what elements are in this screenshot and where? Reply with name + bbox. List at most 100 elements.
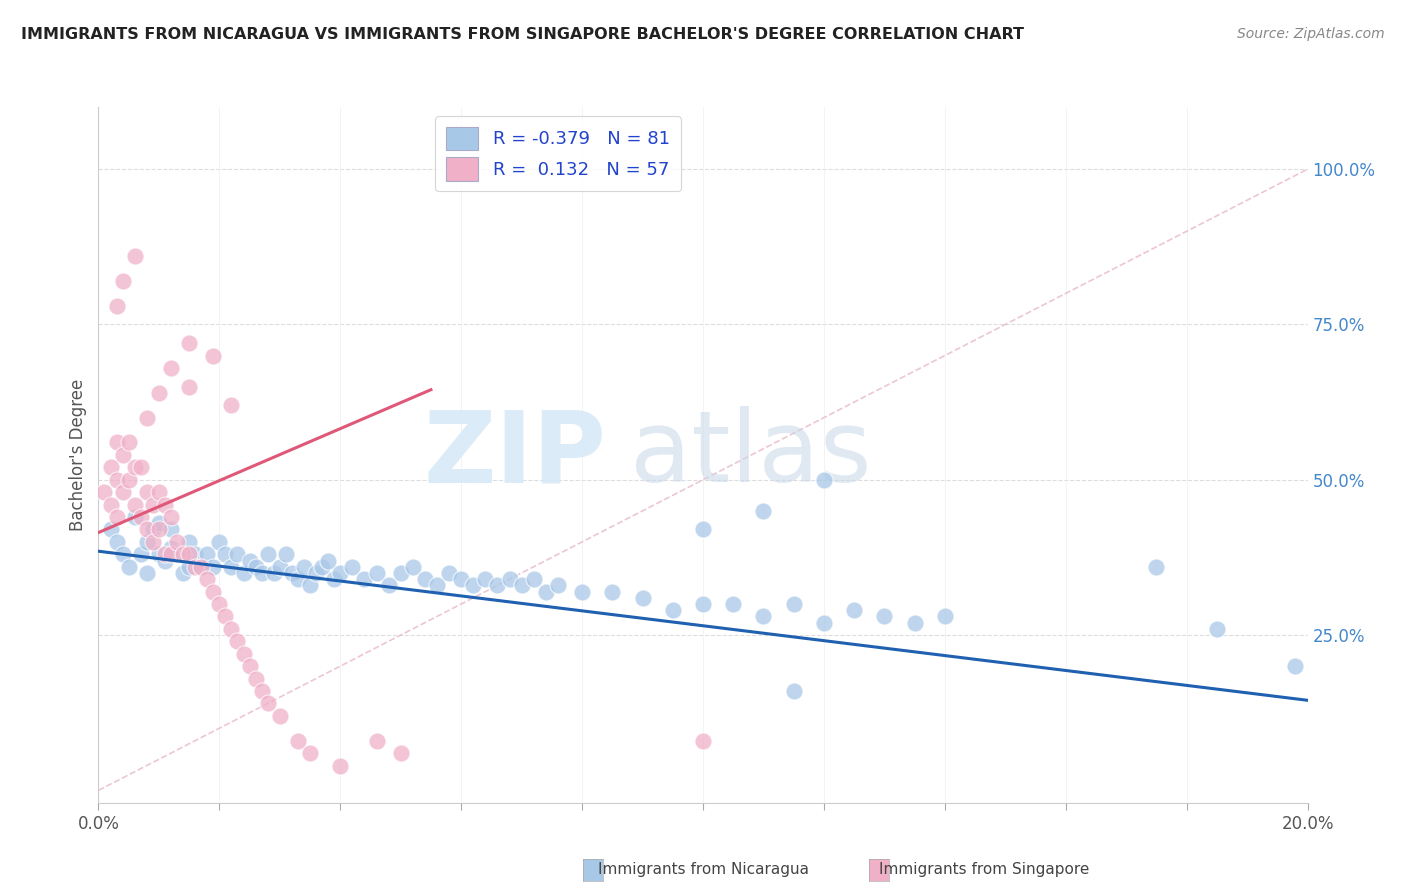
Point: [105, 534, 128, 549]
Point: [135, 485, 157, 500]
Point: [190, 559, 212, 574]
Point: [287, 733, 309, 747]
Point: [221, 559, 243, 574]
Point: [202, 349, 225, 363]
Point: [177, 547, 201, 561]
Point: [100, 523, 122, 537]
Point: [389, 566, 412, 580]
Point: [177, 379, 201, 393]
Point: [661, 603, 683, 617]
Point: [100, 498, 122, 512]
Point: [142, 523, 165, 537]
Point: [366, 733, 388, 747]
Point: [239, 553, 262, 567]
Point: [202, 559, 225, 574]
Point: [389, 746, 412, 760]
Point: [474, 572, 496, 586]
Point: [135, 534, 157, 549]
Point: [873, 609, 896, 624]
Point: [124, 460, 146, 475]
Point: [105, 299, 128, 313]
Point: [214, 609, 236, 624]
Point: [904, 615, 927, 630]
Point: [166, 534, 188, 549]
Point: [782, 597, 804, 611]
Point: [263, 566, 285, 580]
Point: [316, 553, 339, 567]
Point: [721, 597, 744, 611]
Point: [208, 534, 231, 549]
Point: [93, 485, 115, 500]
Point: [111, 274, 134, 288]
Point: [844, 603, 866, 617]
Point: [377, 578, 399, 592]
Point: [160, 523, 183, 537]
Point: [353, 572, 375, 586]
Point: [142, 534, 165, 549]
Point: [148, 516, 170, 531]
Point: [305, 566, 328, 580]
Point: [571, 584, 593, 599]
Point: [148, 485, 170, 500]
Point: [195, 572, 218, 586]
Point: [1284, 659, 1306, 673]
Point: [250, 684, 273, 698]
Point: [256, 547, 278, 561]
Point: [153, 498, 176, 512]
Point: [1144, 559, 1167, 574]
Point: [299, 578, 322, 592]
Point: [287, 572, 309, 586]
Point: [269, 559, 291, 574]
Point: [148, 385, 170, 400]
Point: [105, 435, 128, 450]
Point: [245, 672, 267, 686]
Point: [813, 615, 835, 630]
Point: [221, 622, 243, 636]
Point: [523, 572, 546, 586]
Point: [299, 746, 322, 760]
Point: [118, 559, 141, 574]
Point: [111, 485, 134, 500]
Point: [124, 249, 146, 263]
Point: [124, 498, 146, 512]
Point: [135, 410, 157, 425]
Point: [329, 758, 352, 772]
Point: [269, 708, 291, 723]
Point: [221, 398, 243, 412]
Point: [226, 547, 249, 561]
Point: [281, 566, 304, 580]
Point: [153, 553, 176, 567]
Point: [208, 597, 231, 611]
Point: [329, 566, 352, 580]
Point: [486, 578, 509, 592]
Point: [311, 559, 333, 574]
Point: [118, 435, 141, 450]
Point: [534, 584, 557, 599]
Text: Immigrants from Nicaragua: Immigrants from Nicaragua: [598, 863, 808, 877]
Point: [342, 559, 364, 574]
Point: [413, 572, 436, 586]
Text: atlas: atlas: [630, 407, 872, 503]
Point: [100, 460, 122, 475]
Point: [782, 684, 804, 698]
Point: [232, 647, 254, 661]
Point: [105, 510, 128, 524]
Point: [184, 547, 207, 561]
Point: [129, 460, 152, 475]
Point: [202, 584, 225, 599]
Point: [142, 498, 165, 512]
Point: [166, 547, 188, 561]
Point: [118, 473, 141, 487]
Point: [177, 559, 201, 574]
Point: [692, 523, 714, 537]
Point: [129, 510, 152, 524]
Point: [160, 361, 183, 376]
Point: [426, 578, 449, 592]
Point: [692, 733, 714, 747]
Point: [245, 559, 267, 574]
Point: [813, 473, 835, 487]
Point: [148, 547, 170, 561]
Text: Immigrants from Singapore: Immigrants from Singapore: [879, 863, 1090, 877]
Point: [184, 559, 207, 574]
Point: [692, 597, 714, 611]
